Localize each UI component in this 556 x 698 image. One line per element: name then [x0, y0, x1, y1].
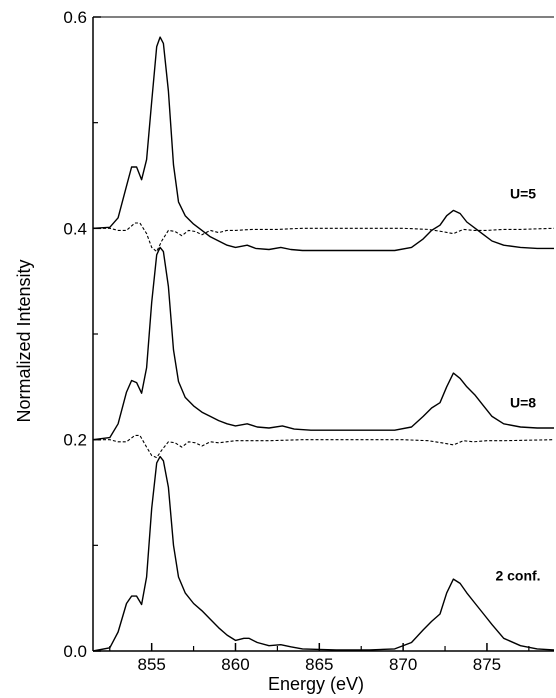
spectrum-line-2: [92, 246, 554, 441]
y-tick-label: 0.0: [63, 642, 87, 661]
labels-layer: U=5 U=8 2 conf.: [495, 185, 540, 583]
y-tick-label: 0.2: [63, 431, 87, 450]
x-tick-label: 855: [137, 655, 165, 674]
y-axis-label: Normalized Intensity: [14, 259, 34, 422]
series-label: 2 conf.: [495, 568, 540, 584]
x-tick-label: 875: [473, 655, 501, 674]
spectrum-line-0: [92, 36, 554, 252]
x-tick-label: 865: [305, 655, 333, 674]
y-tick-label: 0.4: [63, 219, 87, 238]
series-label: U=8: [510, 394, 536, 410]
spectrum-line-4: [92, 455, 555, 652]
difference-line-3: [93, 434, 555, 459]
y-tick-label: 0.6: [63, 8, 87, 27]
x-axis-label: Energy (eV): [268, 674, 364, 694]
x-tick-label: 870: [389, 655, 417, 674]
difference-line-1: [93, 222, 555, 253]
series-layer: [92, 36, 555, 652]
series-label: U=5: [510, 185, 536, 201]
axes-layer: 0.0 0.2 0.4 0.6 855 860 865 870 875: [63, 8, 554, 674]
x-tick-label: 860: [221, 655, 249, 674]
